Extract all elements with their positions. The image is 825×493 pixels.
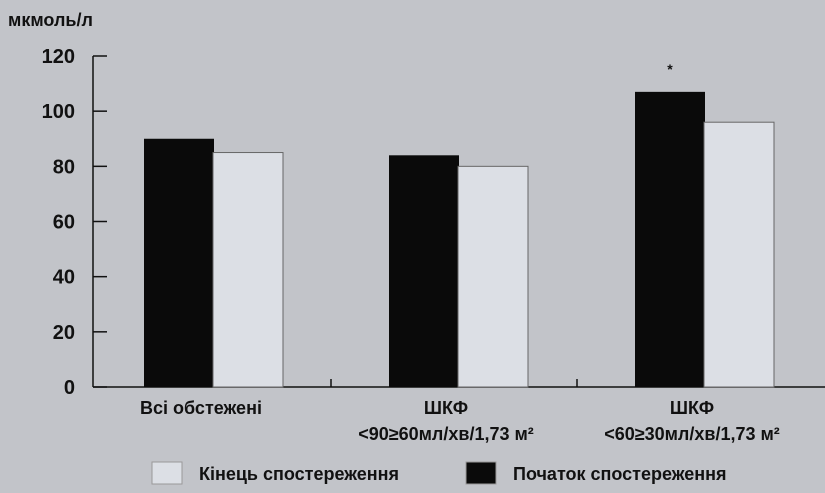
bar-end-2	[703, 121, 775, 388]
legend-label: Кінець спостереження	[199, 464, 399, 484]
bar-start-2	[635, 91, 705, 387]
y-tick-label: 100	[42, 101, 75, 123]
y-tick-label: 40	[53, 267, 75, 289]
bar-end-0	[212, 152, 284, 388]
legend-label: Початок спостереження	[513, 464, 727, 484]
y-axis-unit-label: мкмоль/л	[8, 10, 93, 30]
category-label: <60≥30мл/хв/1,73 м²	[604, 424, 780, 444]
bar-end-1	[457, 165, 529, 388]
bars	[144, 91, 775, 388]
category-label: <90≥60мл/хв/1,73 м²	[358, 424, 534, 444]
y-tick-label: 80	[53, 156, 75, 178]
category-label: Всі обстежені	[140, 398, 262, 418]
y-tick-label: 120	[42, 46, 75, 68]
bar-start-0	[144, 138, 214, 387]
legend-swatch	[465, 461, 497, 485]
category-labels: Всі обстежені ШКФ <90≥60мл/хв/1,73 м² ШКФ <6…	[140, 398, 780, 444]
y-tick-label: 0	[64, 377, 75, 399]
y-tick-label: 60	[53, 212, 75, 234]
legend-swatch	[151, 461, 183, 485]
bar-start-1	[389, 155, 459, 387]
legend: Кінець спостереження Початок спостереженн…	[151, 461, 727, 485]
category-label: ШКФ	[424, 398, 468, 418]
category-label: ШКФ	[670, 398, 714, 418]
y-axis: 0 20 40 60 80 100 120	[42, 46, 107, 399]
annotations: *	[667, 61, 673, 77]
y-tick-label: 20	[53, 322, 75, 344]
significance-marker: *	[667, 61, 673, 77]
